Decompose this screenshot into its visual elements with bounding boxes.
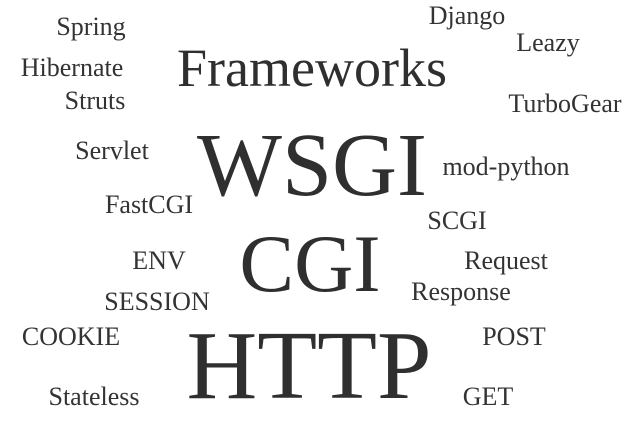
word-request: Request (464, 246, 548, 275)
word-mod-python: mod-python (442, 152, 570, 181)
word-spring: Spring (56, 12, 126, 41)
word-fastcgi: FastCGI (104, 190, 194, 219)
word-response: Response (411, 277, 511, 306)
word-leazy: Leazy (516, 28, 580, 57)
word-scgi: SCGI (427, 206, 487, 235)
word-stateless: Stateless (48, 382, 140, 411)
word-hibernate: Hibernate (20, 53, 124, 82)
word-post: POST (482, 322, 546, 351)
word-cookie: COOKIE (21, 322, 121, 351)
word-env: ENV (132, 246, 186, 275)
word-frameworks: Frameworks (177, 38, 447, 98)
word-wsgi: WSGI (197, 116, 427, 215)
word-cgi: CGI (239, 218, 381, 309)
word-session: SESSION (104, 287, 210, 316)
word-http: HTTP (186, 312, 432, 420)
word-django: Django (428, 1, 506, 30)
word-turbogear: TurboGear (508, 89, 622, 118)
word-struts: Struts (64, 86, 126, 115)
word-servlet: Servlet (75, 136, 149, 165)
word-get: GET (462, 382, 514, 411)
